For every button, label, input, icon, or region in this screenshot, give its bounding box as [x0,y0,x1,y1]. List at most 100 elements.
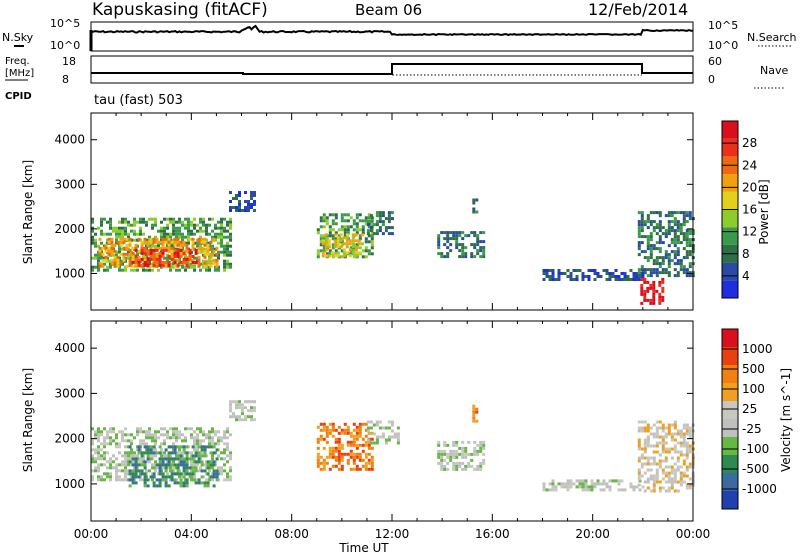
range-gate-cell [440,461,444,465]
range-gate-cell [328,455,332,459]
range-gate-cell [467,452,471,456]
range-gate-cell [176,243,180,247]
range-gate-cell [334,446,338,450]
range-gate-cell [670,447,674,451]
range-gate-cell [91,229,94,233]
range-gate-cell [670,438,674,442]
range-gate-cell [563,482,567,486]
range-gate-cell [467,234,471,238]
range-gate-cell [253,400,256,404]
range-gate-cell [193,466,196,470]
range-gate-cell [608,278,612,281]
range-gate-cell [203,454,207,458]
range-gate-cell [94,436,97,440]
range-gate-cell [136,445,139,449]
range-gate-cell [167,463,171,467]
range-gate-cell [476,240,480,244]
range-gate-cell [172,223,175,227]
range-gate-cell [472,207,476,211]
range-gate-cell [637,468,641,472]
range-gate-cell [109,439,112,443]
range-gate-cell [340,458,344,462]
range-gate-cell [133,451,136,455]
range-gate-cell [482,461,486,465]
range-gate-cell [375,220,379,224]
scatter-region [366,420,400,445]
range-gate-cell [370,240,374,244]
range-gate-cell [145,220,148,224]
range-gate-cell [664,268,668,272]
range-gate-cell [226,430,229,434]
range-gate-cell [140,240,144,244]
range-gate-cell [97,466,100,470]
range-gate-cell [197,249,201,253]
range-gate-cell [160,235,163,239]
range-gate-cell [664,232,668,236]
range-gate-cell [643,295,647,299]
y-tick-label: 3000 [54,386,85,400]
range-gate-cell [473,467,477,471]
range-gate-cell [98,261,102,265]
range-gate-cell [193,256,196,260]
range-gate-cell [652,423,656,427]
range-gate-cell [366,220,370,224]
range-gate-cell [658,220,662,224]
range-gate-cell [346,458,350,462]
range-gate-cell [179,240,183,244]
range-gate-cell [685,214,689,218]
range-gate-cell [197,255,201,259]
range-gate-cell [217,256,220,260]
range-gate-cell [241,406,244,410]
range-gate-cell [181,223,184,227]
range-gate-cell [637,274,641,278]
range-gate-cell [470,464,474,468]
range-gate-cell [364,237,368,241]
range-gate-cell [185,249,189,253]
range-gate-cell [661,459,665,463]
range-gate-cell [658,235,662,239]
range-gate-cell [337,437,341,441]
range-gate-cell [658,489,662,493]
range-gate-cell [611,479,615,483]
range-gate-cell [643,223,647,227]
range-gate-cell [620,278,624,281]
station-title: Kapuskasing (fitACF) [92,0,268,20]
range-gate-cell [94,457,97,461]
range-gate-cell [649,298,653,302]
range-gate-cell [109,427,112,431]
range-gate-cell [334,449,338,453]
range-gate-cell [476,449,480,453]
range-gate-cell [664,447,668,451]
range-gate-cell [229,253,232,257]
range-gate-cell [617,479,621,483]
range-gate-cell [649,477,653,481]
range-gate-cell [191,237,195,241]
range-gate-cell [590,482,594,486]
range-gate-cell [143,445,147,449]
range-gate-cell [658,283,662,287]
range-gate-cell [646,235,650,239]
range-gate-cell [143,463,147,467]
range-gate-cell [676,226,680,230]
range-gate-cell [369,226,373,230]
range-gate-cell [340,467,344,471]
scatter-region [542,479,645,492]
range-gate-cell [143,237,147,241]
range-gate-cell [127,454,130,458]
range-gate-cell [115,457,118,461]
range-gate-cell [569,275,573,278]
range-gate-cell [145,436,148,440]
range-gate-cell [112,427,115,431]
range-gate-cell [351,233,355,237]
range-gate-cell [209,246,213,250]
range-gate-cell [673,474,677,478]
range-gate-cell [340,464,344,468]
range-gate-cell [649,250,653,254]
range-gate-cell [226,241,229,245]
range-gate-cell [354,245,358,249]
range-gate-cell [101,264,105,268]
range-gate-cell [646,214,650,218]
range-gate-cell [238,191,241,194]
range-gate-cell [128,248,132,252]
range-gate-cell [596,482,600,486]
